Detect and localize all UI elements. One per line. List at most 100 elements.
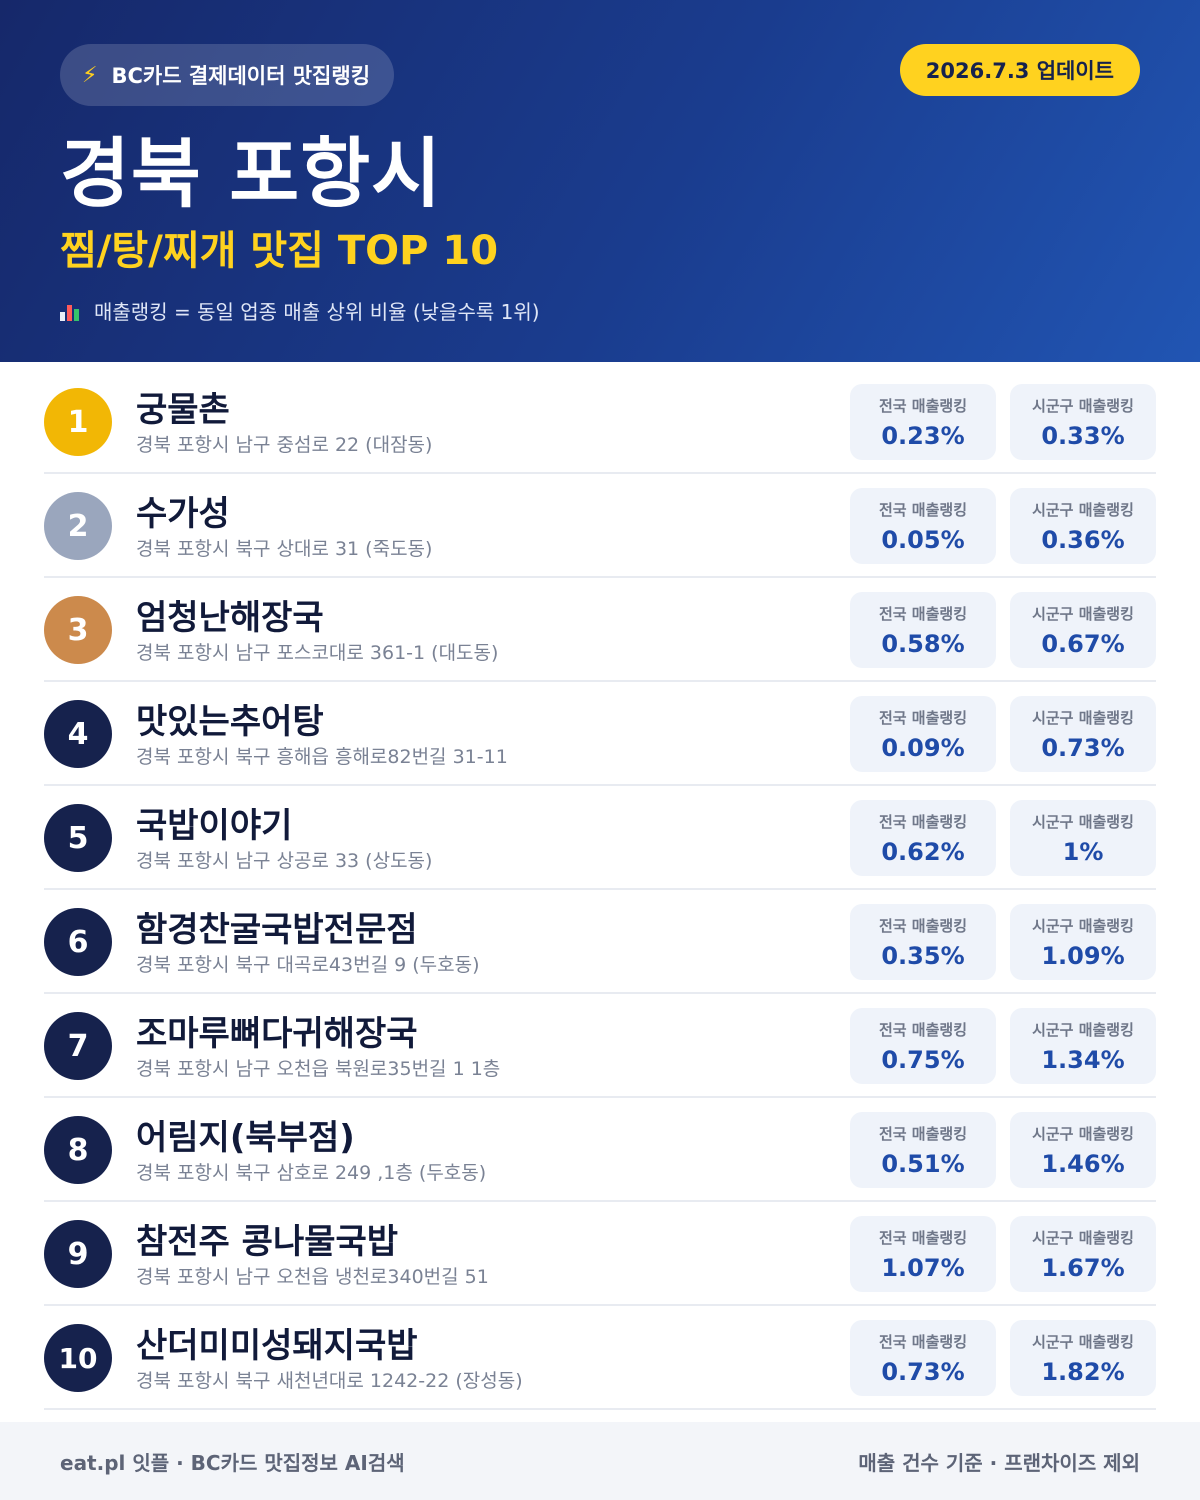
restaurant-name: 국밥이야기 <box>136 806 293 846</box>
national-ranking-value: 0.62% <box>881 837 965 866</box>
local-ranking-value: 1.09% <box>1041 941 1125 970</box>
national-ranking-box: 전국 매출랭킹 0.73% <box>850 1320 996 1396</box>
restaurant-name: 수가성 <box>136 494 230 534</box>
local-ranking-label: 시군구 매출랭킹 <box>1032 500 1134 519</box>
local-ranking-box: 시군구 매출랭킹 1.67% <box>1010 1216 1156 1292</box>
rank-badge: 5 <box>44 804 112 872</box>
rank-badge: 8 <box>44 1116 112 1184</box>
national-ranking-label: 전국 매출랭킹 <box>878 812 968 831</box>
restaurant-address: 경북 포항시 북구 대곡로43번길 9 (두호동) <box>136 954 480 976</box>
list-item[interactable]: 8 어림지(북부점) 경북 포항시 북구 삼호로 249 ,1층 (두호동) 전국 매… <box>44 1098 1156 1202</box>
national-ranking-value: 0.23% <box>881 421 965 450</box>
list-item[interactable]: 7 조마루뼈다귀해장국 경북 포항시 남구 오천읍 북원로35번길 1 1층 전국 매… <box>44 994 1156 1098</box>
local-ranking-label: 시군구 매출랭킹 <box>1032 1124 1134 1143</box>
restaurant-address: 경북 포항시 남구 상공로 33 (상도동) <box>136 850 433 872</box>
national-ranking-box: 전국 매출랭킹 0.05% <box>850 488 996 564</box>
bar-chart-icon <box>60 301 82 321</box>
local-ranking-value: 1.82% <box>1041 1357 1125 1386</box>
national-ranking-value: 0.05% <box>881 525 965 554</box>
update-label: 2026.7.3 업데이트 <box>925 59 1114 83</box>
legend-text: 매출랭킹 = 동일 업종 매출 상위 비율 (낮을수록 1위) <box>94 300 540 324</box>
local-ranking-label: 시군구 매출랭킹 <box>1032 1020 1134 1039</box>
national-ranking-box: 전국 매출랭킹 0.75% <box>850 1008 996 1084</box>
local-ranking-value: 0.33% <box>1041 421 1125 450</box>
national-ranking-value: 0.58% <box>881 629 965 658</box>
restaurant-name: 조마루뼈다귀해장국 <box>136 1014 418 1054</box>
restaurant-name: 참전주 콩나물국밥 <box>136 1222 399 1262</box>
national-ranking-box: 전국 매출랭킹 0.09% <box>850 696 996 772</box>
rank-badge: 1 <box>44 388 112 456</box>
list-item[interactable]: 3 엄청난해장국 경북 포항시 남구 포스코대로 361-1 (대도동) 전국 매출랭… <box>44 578 1156 682</box>
local-ranking-value: 0.67% <box>1041 629 1125 658</box>
national-ranking-value: 1.07% <box>881 1253 965 1282</box>
restaurant-address: 경북 포항시 남구 오천읍 북원로35번길 1 1층 <box>136 1058 501 1080</box>
local-ranking-box: 시군구 매출랭킹 0.73% <box>1010 696 1156 772</box>
restaurant-address: 경북 포항시 북구 삼호로 249 ,1층 (두호동) <box>136 1162 487 1184</box>
rank-badge: 10 <box>44 1324 112 1392</box>
national-ranking-label: 전국 매출랭킹 <box>878 604 968 623</box>
national-ranking-label: 전국 매출랭킹 <box>878 1124 968 1143</box>
update-badge: 2026.7.3 업데이트 <box>899 44 1140 96</box>
local-ranking-label: 시군구 매출랭킹 <box>1032 916 1134 935</box>
local-ranking-label: 시군구 매출랭킹 <box>1032 396 1134 415</box>
local-ranking-box: 시군구 매출랭킹 1.34% <box>1010 1008 1156 1084</box>
restaurant-name: 함경찬굴국밥전문점 <box>136 910 418 950</box>
local-ranking-box: 시군구 매출랭킹 0.67% <box>1010 592 1156 668</box>
restaurant-name: 엄청난해장국 <box>136 598 324 638</box>
national-ranking-label: 전국 매출랭킹 <box>878 1228 968 1247</box>
list-item[interactable]: 9 참전주 콩나물국밥 경북 포항시 남구 오천읍 냉천로340번길 51 전국 매출… <box>44 1202 1156 1306</box>
national-ranking-box: 전국 매출랭킹 0.51% <box>850 1112 996 1188</box>
local-ranking-box: 시군구 매출랭킹 1.09% <box>1010 904 1156 980</box>
ranking-legend: 매출랭킹 = 동일 업종 매출 상위 비율 (낮을수록 1위) <box>60 296 540 325</box>
lightning-icon: ⚡ <box>82 62 98 88</box>
national-ranking-label: 전국 매출랭킹 <box>878 1020 968 1039</box>
restaurant-address: 경북 포항시 북구 흥해읍 흥해로82번길 31-11 <box>136 746 508 768</box>
local-ranking-box: 시군구 매출랭킹 1% <box>1010 800 1156 876</box>
local-ranking-box: 시군구 매출랭킹 1.46% <box>1010 1112 1156 1188</box>
local-ranking-value: 1.46% <box>1041 1149 1125 1178</box>
national-ranking-value: 0.75% <box>881 1045 965 1074</box>
national-ranking-value: 0.51% <box>881 1149 965 1178</box>
national-ranking-label: 전국 매출랭킹 <box>878 1332 968 1351</box>
national-ranking-value: 0.35% <box>881 941 965 970</box>
restaurant-address: 경북 포항시 북구 상대로 31 (죽도동) <box>136 538 433 560</box>
local-ranking-box: 시군구 매출랭킹 1.82% <box>1010 1320 1156 1396</box>
local-ranking-label: 시군구 매출랭킹 <box>1032 604 1134 623</box>
local-ranking-value: 1.67% <box>1041 1253 1125 1282</box>
list-item[interactable]: 6 함경찬굴국밥전문점 경북 포항시 북구 대곡로43번길 9 (두호동) 전국 매출… <box>44 890 1156 994</box>
national-ranking-label: 전국 매출랭킹 <box>878 396 968 415</box>
page-title: 경북 포항시 <box>60 129 443 218</box>
rank-badge: 2 <box>44 492 112 560</box>
footer: eat.pl 잇플 · BC카드 맛집정보 AI검색 매출 건수 기준 · 프랜… <box>0 1422 1200 1500</box>
national-ranking-box: 전국 매출랭킹 0.62% <box>850 800 996 876</box>
local-ranking-box: 시군구 매출랭킹 0.33% <box>1010 384 1156 460</box>
rank-badge: 4 <box>44 700 112 768</box>
source-pill: ⚡ BC카드 결제데이터 맛집랭킹 <box>60 44 395 106</box>
footer-note: 매출 건수 기준 · 프랜차이즈 제외 <box>858 1450 1140 1475</box>
national-ranking-box: 전국 매출랭킹 0.58% <box>850 592 996 668</box>
national-ranking-box: 전국 매출랭킹 0.23% <box>850 384 996 460</box>
local-ranking-value: 0.36% <box>1041 525 1125 554</box>
national-ranking-label: 전국 매출랭킹 <box>878 916 968 935</box>
list-item[interactable]: 1 궁물촌 경북 포항시 남구 중섬로 22 (대잠동) 전국 매출랭킹 0.23% 시군… <box>44 370 1156 474</box>
restaurant-name: 산더미미성돼지국밥 <box>136 1326 418 1366</box>
list-item[interactable]: 4 맛있는추어탕 경북 포항시 북구 흥해읍 흥해로82번길 31-11 전국 매출랭… <box>44 682 1156 786</box>
local-ranking-label: 시군구 매출랭킹 <box>1032 812 1134 831</box>
footer-source: eat.pl 잇플 · BC카드 맛집정보 AI검색 <box>60 1450 405 1475</box>
local-ranking-value: 0.73% <box>1041 733 1125 762</box>
local-ranking-label: 시군구 매출랭킹 <box>1032 1332 1134 1351</box>
local-ranking-value: 1.34% <box>1041 1045 1125 1074</box>
restaurant-address: 경북 포항시 남구 오천읍 냉천로340번길 51 <box>136 1266 489 1288</box>
national-ranking-label: 전국 매출랭킹 <box>878 708 968 727</box>
local-ranking-value: 1% <box>1062 837 1104 866</box>
national-ranking-box: 전국 매출랭킹 0.35% <box>850 904 996 980</box>
rank-badge: 3 <box>44 596 112 664</box>
national-ranking-label: 전국 매출랭킹 <box>878 500 968 519</box>
source-label: BC카드 결제데이터 맛집랭킹 <box>111 64 371 88</box>
restaurant-name: 궁물촌 <box>136 390 230 430</box>
national-ranking-box: 전국 매출랭킹 1.07% <box>850 1216 996 1292</box>
restaurant-address: 경북 포항시 북구 새천년대로 1242-22 (장성동) <box>136 1370 523 1392</box>
